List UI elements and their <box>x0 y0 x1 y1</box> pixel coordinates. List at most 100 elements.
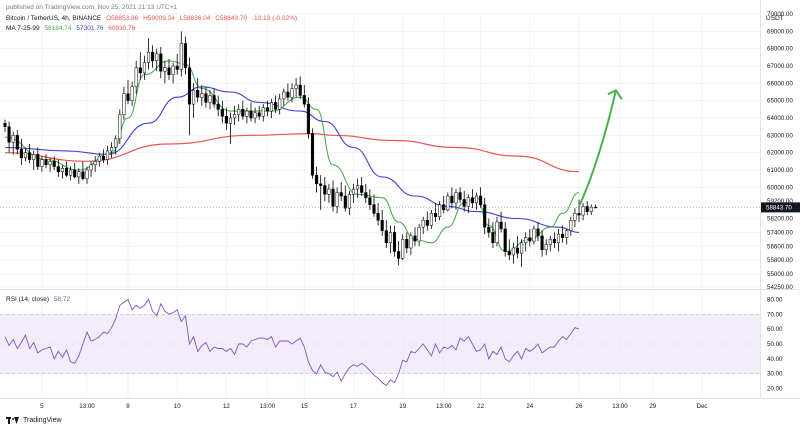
candle-up <box>122 93 126 115</box>
price-tick-label: 66000.00 <box>767 80 793 87</box>
time-tick-label: 26 <box>576 403 583 410</box>
candle-down <box>503 228 507 252</box>
candle-up <box>110 147 114 152</box>
change-value: -10.13 (-0.02%) <box>251 15 298 22</box>
last-price-label: 58843.70 <box>766 205 792 212</box>
time-axis[interactable]: 5 13:00 8 10 12 13:00 15 17 19 13:00 22 24 26 13:00 29… <box>40 403 707 410</box>
ma-label: MA 7-25-99 <box>6 25 40 32</box>
candle-down <box>458 192 462 200</box>
candle-up <box>556 233 561 244</box>
rsi-line <box>4 298 580 387</box>
trend-arrow-head <box>607 89 623 100</box>
time-tick-label: 10 <box>174 403 181 410</box>
candle-up <box>409 235 413 249</box>
ohlc-legend: Bitcoin / TetherUS, 4h, BINANCE O58853.8… <box>6 15 300 23</box>
candle-up <box>520 242 524 254</box>
candle-down <box>405 239 409 249</box>
candle-up <box>85 169 89 179</box>
price-tick-label: 61000.00 <box>767 167 793 174</box>
candle-down <box>319 183 323 186</box>
price-tick-label: 57400.00 <box>767 229 793 236</box>
candle-down <box>425 220 429 226</box>
candle-down <box>265 107 269 112</box>
price-tick-label: 54250.00 <box>767 284 793 291</box>
candle-up <box>192 90 196 105</box>
candle-down <box>52 161 56 167</box>
candle-up <box>524 237 528 244</box>
candle-up <box>118 114 122 140</box>
tradingview-logo-text: TradingView <box>23 417 62 424</box>
trend-arrow <box>578 90 617 207</box>
price-tick-label: 70000.00 <box>767 11 793 18</box>
candle-down <box>372 204 376 214</box>
candle-up <box>163 67 167 72</box>
candle-up <box>69 169 73 176</box>
rsi-tick-label: 40.00 <box>767 356 783 363</box>
candle-up <box>532 228 536 242</box>
candle-up <box>401 239 405 259</box>
candle-up <box>233 114 237 119</box>
candle-down <box>552 239 556 244</box>
candle-up <box>23 152 28 159</box>
time-tick-label: 13:00 <box>436 403 452 410</box>
candle-up <box>589 206 593 212</box>
rsi-tick-label: 30.00 <box>767 371 783 378</box>
candle-down <box>36 154 40 167</box>
candle-down <box>7 126 11 143</box>
candle-down <box>28 152 32 160</box>
ma99-value: 60930.76 <box>108 25 136 32</box>
price-tick-label: 67000.00 <box>767 63 793 70</box>
candle-down <box>364 192 368 198</box>
symbol-title[interactable]: Bitcoin / TetherUS, 4h, BINANCE <box>6 15 102 22</box>
candle-up <box>93 161 97 166</box>
tradingview-logo[interactable]: TradingView <box>6 417 62 424</box>
tradingview-logo-icon <box>6 417 20 424</box>
candle-down <box>175 65 179 70</box>
rsi-axis[interactable]: 80.00 70.00 60.00 50.00 40.00 30.00 20.00 <box>767 296 783 392</box>
candle-down <box>151 51 155 62</box>
low-value: L58836.04 <box>179 15 211 22</box>
rsi-value: 58.72 <box>53 296 71 303</box>
candle-down <box>585 206 589 212</box>
candle-down <box>3 122 7 127</box>
candle-down <box>487 226 491 233</box>
time-tick-label: 17 <box>350 403 357 410</box>
candle-up <box>245 110 249 117</box>
candle-up <box>278 98 282 110</box>
candle-up <box>495 221 499 244</box>
candle-down <box>450 195 454 204</box>
candle-down <box>19 148 23 159</box>
candle-down <box>491 232 495 244</box>
candle-up <box>237 109 241 115</box>
candle-down <box>368 197 372 205</box>
candle-down <box>479 195 483 205</box>
rsi-tick-label: 70.00 <box>767 311 783 318</box>
candle-down <box>56 166 60 172</box>
candle-down <box>577 213 581 216</box>
price-tick-label: 64000.00 <box>767 115 793 122</box>
price-tick-label: 58200.00 <box>767 216 793 223</box>
ma-legend[interactable]: MA 7-25-99 58184.74 57301.76 60930.76 <box>6 25 138 33</box>
time-tick-label: 19 <box>399 403 406 410</box>
candle-up <box>573 213 577 221</box>
candle-down <box>187 67 192 105</box>
candle-down <box>286 91 290 98</box>
candle-down <box>73 169 77 178</box>
rsi-legend[interactable]: RSI (14, close) 58.72 <box>6 296 73 304</box>
candle-down <box>44 159 48 166</box>
price-tick-label: 63000.00 <box>767 132 793 139</box>
candle-up <box>261 107 265 117</box>
candle-up <box>347 194 351 209</box>
price-axis[interactable]: 70000.00 69000.00 68000.00 67000.00 66000.00… <box>761 11 800 291</box>
price-tick-label: 60000.00 <box>767 184 793 191</box>
candle-up <box>417 226 421 242</box>
candle-up <box>179 43 183 70</box>
candle-up <box>89 164 93 171</box>
time-tick-label: 5 <box>40 403 44 410</box>
candle-up <box>282 91 286 100</box>
time-tick-label: 13:00 <box>612 403 628 410</box>
ma25-value: 57301.76 <box>76 25 104 32</box>
candle-down <box>298 84 302 96</box>
candle-up <box>290 88 294 98</box>
